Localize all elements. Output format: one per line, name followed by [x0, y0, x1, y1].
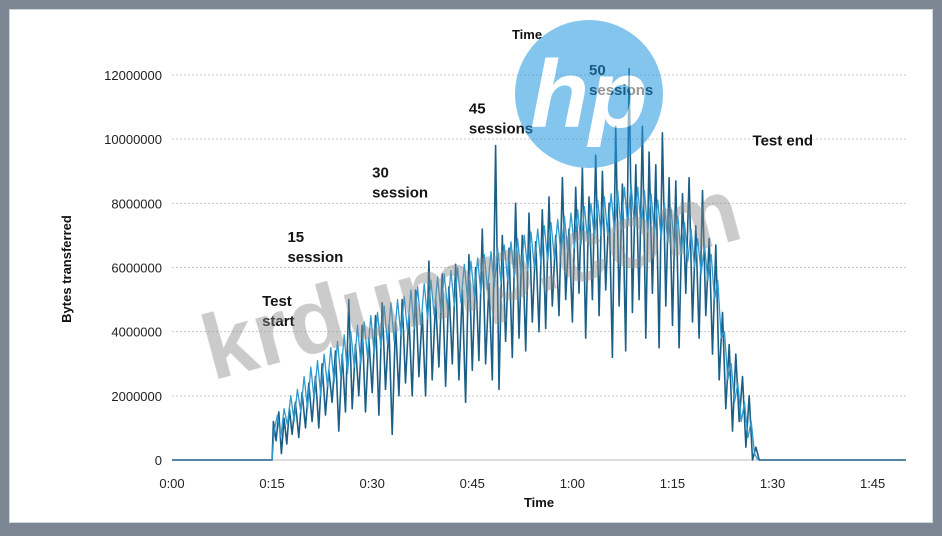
annotation-line: sessions [469, 121, 533, 138]
annotation-label: Test start [262, 293, 295, 330]
x-tick-label: 0:45 [460, 476, 485, 491]
x-tick-label: 1:30 [760, 476, 785, 491]
x-axis-title: Time [524, 495, 554, 510]
y-axis: 0 2000000 4000000 6000000 8000000 10000000 120… [104, 68, 162, 468]
x-tick-label: 1:00 [560, 476, 585, 491]
annotation-label: Test end [753, 133, 814, 150]
y-tick-label: 6000000 [111, 261, 162, 276]
y-tick-label: 4000000 [111, 325, 162, 340]
x-tick-label: 0:15 [259, 476, 284, 491]
annotation-line: Test [262, 293, 292, 310]
y-tick-label: 8000000 [111, 196, 162, 211]
x-axis: 0:00 0:15 0:30 0:45 1:00 1:15 1:30 1:45 [159, 459, 906, 491]
annotation-label: 45 sessions [469, 101, 533, 138]
hp-logo-icon [515, 20, 663, 168]
annotation-line: session [372, 185, 428, 202]
x-tick-label: 0:30 [360, 476, 385, 491]
chart-frame: 0:00 0:15 0:30 0:45 1:00 1:15 1:30 1:45 0 200000… [9, 9, 933, 523]
annotation-label: 15 session [287, 229, 343, 266]
y-tick-label: 2000000 [111, 389, 162, 404]
annotation-line: start [262, 313, 295, 330]
annotation-line: session [287, 249, 343, 266]
annotation-line: Test end [753, 133, 814, 150]
annotation-line: 45 [469, 101, 486, 118]
y-tick-label: 10000000 [104, 132, 162, 147]
series-line-2 [271, 183, 759, 461]
y-tick-label: 12000000 [104, 68, 162, 83]
x-tick-label: 0:00 [159, 476, 184, 491]
chart-title: Time [512, 27, 542, 42]
data-series [172, 67, 906, 461]
x-tick-label: 1:15 [660, 476, 685, 491]
series-line-1 [172, 67, 906, 461]
y-tick-label: 0 [155, 453, 162, 468]
hp-logo-text: hp [530, 41, 647, 148]
annotation-label: 30 session [372, 165, 428, 202]
annotation-line: 15 [287, 229, 304, 246]
x-tick-label: 1:45 [860, 476, 885, 491]
annotation-line: 30 [372, 165, 389, 182]
y-axis-title: Bytes transferred [59, 215, 74, 323]
bytes-transferred-chart: 0:00 0:15 0:30 0:45 1:00 1:15 1:30 1:45 0 200000… [59, 20, 906, 510]
watermark-text: krdump.com [191, 158, 751, 399]
